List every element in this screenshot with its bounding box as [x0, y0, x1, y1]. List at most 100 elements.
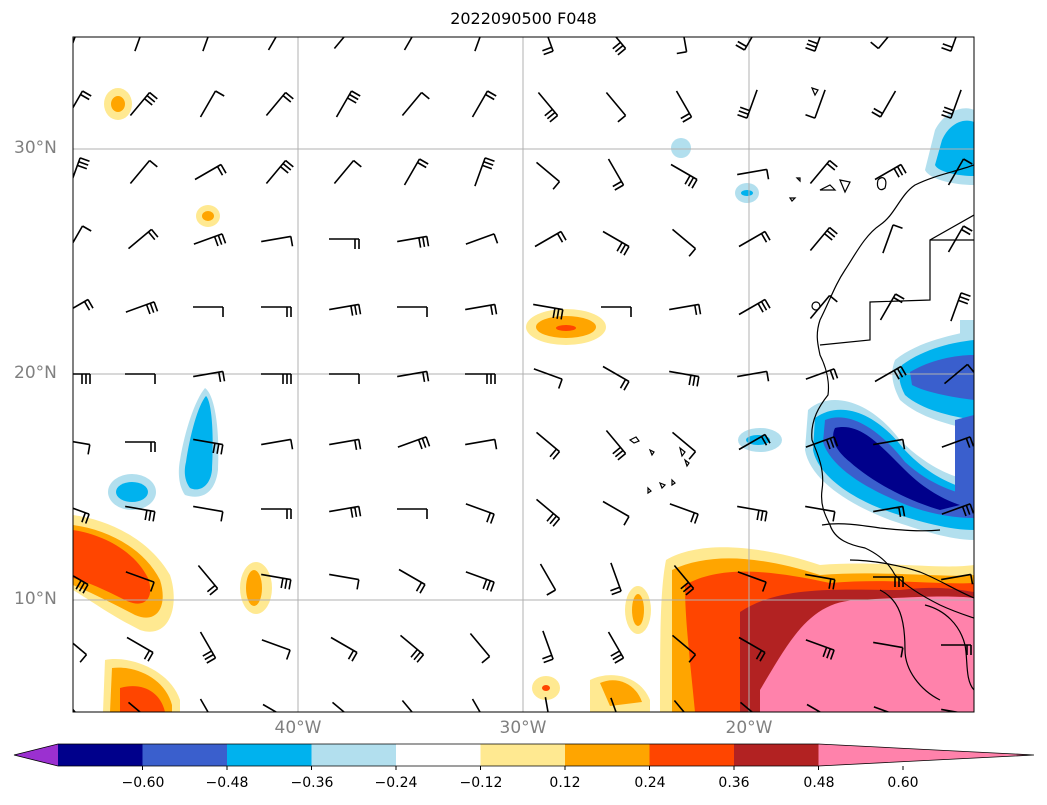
- wind-barb: [474, 157, 495, 187]
- wind-barb: [805, 573, 836, 590]
- wind-barb: [471, 698, 481, 712]
- wind-barb: [873, 706, 891, 712]
- colorbar-tick-label: −0.60: [121, 775, 165, 791]
- wind-barb: [193, 233, 227, 247]
- colorbar-tick-label: −0.36: [290, 775, 334, 791]
- wind-barb: [73, 90, 92, 110]
- wind-barb: [542, 630, 554, 664]
- wind-barb: [539, 563, 557, 596]
- wind-barb: [873, 641, 904, 658]
- negative-anomaly-region: [805, 108, 974, 540]
- wind-barb: [265, 159, 294, 185]
- colorbar-segment: [227, 744, 312, 766]
- wind-barb: [261, 235, 294, 247]
- wind-barb: [129, 159, 158, 185]
- wind-barb: [941, 644, 972, 655]
- wind-barb: [329, 438, 362, 451]
- wind-barb: [874, 365, 907, 383]
- wind-barb: [805, 505, 836, 522]
- wind-barb: [465, 503, 495, 524]
- wind-barb: [397, 235, 430, 248]
- colorbar-segment: [480, 744, 566, 766]
- colorbar-segment: [734, 744, 819, 766]
- wind-barb: [873, 576, 904, 587]
- wind-barb: [129, 91, 158, 117]
- wind-barb: [73, 157, 90, 180]
- wind-barb: [471, 90, 497, 118]
- lon-label-20w: 20°W: [725, 718, 773, 738]
- wind-barb: [125, 505, 156, 522]
- colorbar-segment: [311, 744, 397, 766]
- wind-barb: [806, 703, 822, 712]
- lon-label-30w: 30°W: [499, 718, 547, 738]
- wind-barb: [874, 163, 907, 181]
- wind-barb: [193, 438, 224, 455]
- wind-barb: [73, 225, 92, 245]
- positive-anomaly-region: [660, 547, 974, 712]
- wind-barb: [398, 568, 426, 594]
- wind-barb: [199, 698, 209, 712]
- colorbar-segment: [58, 744, 143, 766]
- positive-anomaly-blobs: [104, 88, 651, 712]
- wind-barb: [671, 228, 697, 257]
- wind-barb: [125, 373, 156, 384]
- wind-barb: [805, 436, 839, 450]
- wind-barb: [671, 634, 697, 663]
- wind-barb: [735, 37, 753, 51]
- wind-barbs: [73, 37, 974, 712]
- wind-barb: [535, 431, 561, 460]
- colorbar-segment: [649, 744, 735, 766]
- colorbar-tick-label: −0.48: [205, 775, 249, 791]
- colorbar-outline: [13, 743, 1035, 767]
- lat-label-10n: 10°N: [14, 589, 57, 609]
- wind-barb: [261, 438, 294, 450]
- wind-barb: [73, 298, 94, 311]
- wind-barb: [197, 564, 219, 596]
- wind-barb: [73, 642, 88, 663]
- wind-barb: [465, 438, 498, 450]
- wind-barb: [329, 373, 360, 384]
- wind-barb: [474, 37, 481, 52]
- wind-barb: [73, 507, 90, 524]
- wind-barb: [193, 370, 226, 383]
- wind-barb: [261, 373, 292, 384]
- colorbar: [13, 743, 1035, 770]
- colorbar-segment: [142, 744, 228, 766]
- wind-barb: [870, 37, 890, 50]
- wind-barb: [134, 37, 141, 52]
- wind-barb: [399, 634, 425, 663]
- lat-label-20n: 20°N: [14, 363, 57, 383]
- wind-barb: [125, 571, 155, 592]
- wind-barb: [943, 363, 974, 385]
- wind-barb: [329, 505, 362, 518]
- wind-barb: [537, 91, 559, 123]
- colorbar-extend-high: [818, 744, 1034, 766]
- wind-barb: [329, 238, 360, 249]
- wind-barb: [199, 631, 217, 664]
- wind-barb: [330, 636, 358, 662]
- negative-anomaly-blobs: [108, 138, 782, 510]
- wind-barb: [194, 163, 227, 181]
- wind-barb: [610, 562, 622, 596]
- wind-barb: [805, 639, 835, 660]
- wind-barb: [602, 230, 630, 256]
- wind-barb: [882, 224, 903, 254]
- wind-barb: [941, 436, 974, 448]
- wind-barb: [199, 90, 225, 118]
- wind-barb: [535, 161, 561, 190]
- wind-barb: [675, 90, 693, 123]
- colorbar-tick-label: −0.24: [374, 775, 418, 791]
- lon-label-40w: 40°W: [274, 718, 322, 738]
- wind-barb: [261, 306, 292, 317]
- wind-barb: [333, 37, 346, 50]
- wind-barb: [871, 90, 897, 118]
- wind-barb: [125, 441, 156, 452]
- wind-barb: [397, 370, 430, 383]
- wind-barb: [262, 703, 278, 712]
- wind-barb: [193, 505, 224, 522]
- wind-barb: [261, 508, 292, 519]
- wind-barb: [737, 168, 770, 180]
- wind-barb: [397, 508, 428, 519]
- wind-barb: [738, 298, 771, 316]
